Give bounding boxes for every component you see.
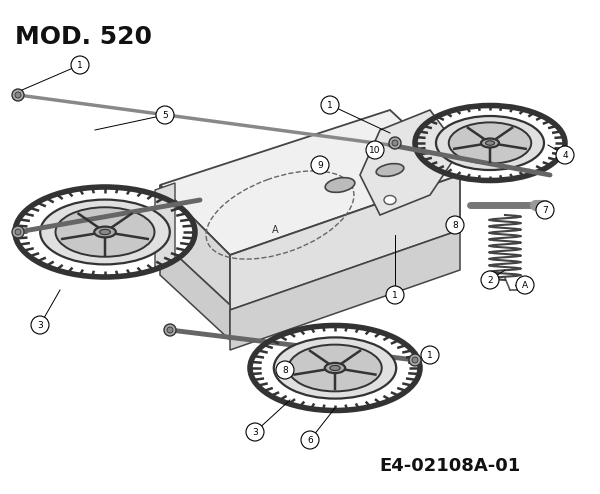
Text: 8: 8 bbox=[452, 220, 458, 230]
Ellipse shape bbox=[40, 200, 170, 264]
Circle shape bbox=[366, 141, 384, 159]
Ellipse shape bbox=[274, 337, 396, 399]
Text: 1: 1 bbox=[77, 60, 83, 70]
Ellipse shape bbox=[325, 178, 355, 192]
Ellipse shape bbox=[325, 363, 345, 373]
Polygon shape bbox=[230, 175, 460, 310]
Text: 3: 3 bbox=[37, 321, 43, 329]
Ellipse shape bbox=[15, 187, 195, 277]
Circle shape bbox=[31, 316, 49, 334]
Ellipse shape bbox=[288, 345, 382, 391]
Text: A: A bbox=[522, 281, 528, 289]
Text: 10: 10 bbox=[369, 146, 381, 155]
Circle shape bbox=[516, 276, 534, 294]
Polygon shape bbox=[160, 185, 230, 305]
Polygon shape bbox=[160, 240, 230, 340]
Ellipse shape bbox=[485, 141, 494, 145]
Text: 3: 3 bbox=[252, 427, 258, 437]
Text: 7: 7 bbox=[542, 206, 548, 214]
Text: 8: 8 bbox=[282, 366, 288, 374]
Circle shape bbox=[167, 327, 173, 333]
Circle shape bbox=[321, 96, 339, 114]
Polygon shape bbox=[360, 110, 460, 215]
Circle shape bbox=[311, 156, 329, 174]
Circle shape bbox=[481, 271, 499, 289]
Circle shape bbox=[421, 346, 439, 364]
Text: E4-02108A-01: E4-02108A-01 bbox=[379, 457, 521, 475]
Ellipse shape bbox=[94, 227, 116, 238]
Circle shape bbox=[12, 89, 24, 101]
Ellipse shape bbox=[55, 207, 155, 257]
Text: 2: 2 bbox=[487, 276, 493, 285]
Text: A: A bbox=[272, 225, 278, 235]
Circle shape bbox=[15, 229, 21, 235]
Ellipse shape bbox=[376, 164, 404, 176]
Circle shape bbox=[556, 146, 574, 164]
Ellipse shape bbox=[384, 196, 396, 205]
Text: 1: 1 bbox=[327, 100, 333, 110]
Text: MOD. 520: MOD. 520 bbox=[15, 25, 152, 49]
Text: 1: 1 bbox=[392, 290, 398, 299]
Circle shape bbox=[71, 56, 89, 74]
Circle shape bbox=[156, 106, 174, 124]
Ellipse shape bbox=[436, 116, 544, 170]
Circle shape bbox=[246, 423, 264, 441]
Ellipse shape bbox=[330, 366, 340, 370]
Circle shape bbox=[164, 324, 176, 336]
Circle shape bbox=[412, 357, 418, 363]
Polygon shape bbox=[160, 110, 460, 255]
Ellipse shape bbox=[250, 326, 420, 411]
Circle shape bbox=[301, 431, 319, 449]
Polygon shape bbox=[155, 183, 175, 267]
Ellipse shape bbox=[449, 123, 531, 164]
Circle shape bbox=[392, 140, 398, 146]
Circle shape bbox=[15, 92, 21, 98]
Circle shape bbox=[276, 361, 294, 379]
Ellipse shape bbox=[415, 106, 565, 180]
Circle shape bbox=[409, 354, 421, 366]
Circle shape bbox=[389, 137, 401, 149]
Polygon shape bbox=[230, 230, 460, 350]
Text: 5: 5 bbox=[162, 111, 168, 120]
Circle shape bbox=[386, 286, 404, 304]
Ellipse shape bbox=[481, 138, 499, 148]
Circle shape bbox=[536, 201, 554, 219]
Circle shape bbox=[446, 216, 464, 234]
Text: 9: 9 bbox=[317, 161, 323, 169]
Circle shape bbox=[12, 226, 24, 238]
Ellipse shape bbox=[100, 229, 110, 235]
Text: 1: 1 bbox=[427, 351, 433, 360]
Text: 4: 4 bbox=[562, 151, 568, 160]
Text: 6: 6 bbox=[307, 436, 313, 445]
